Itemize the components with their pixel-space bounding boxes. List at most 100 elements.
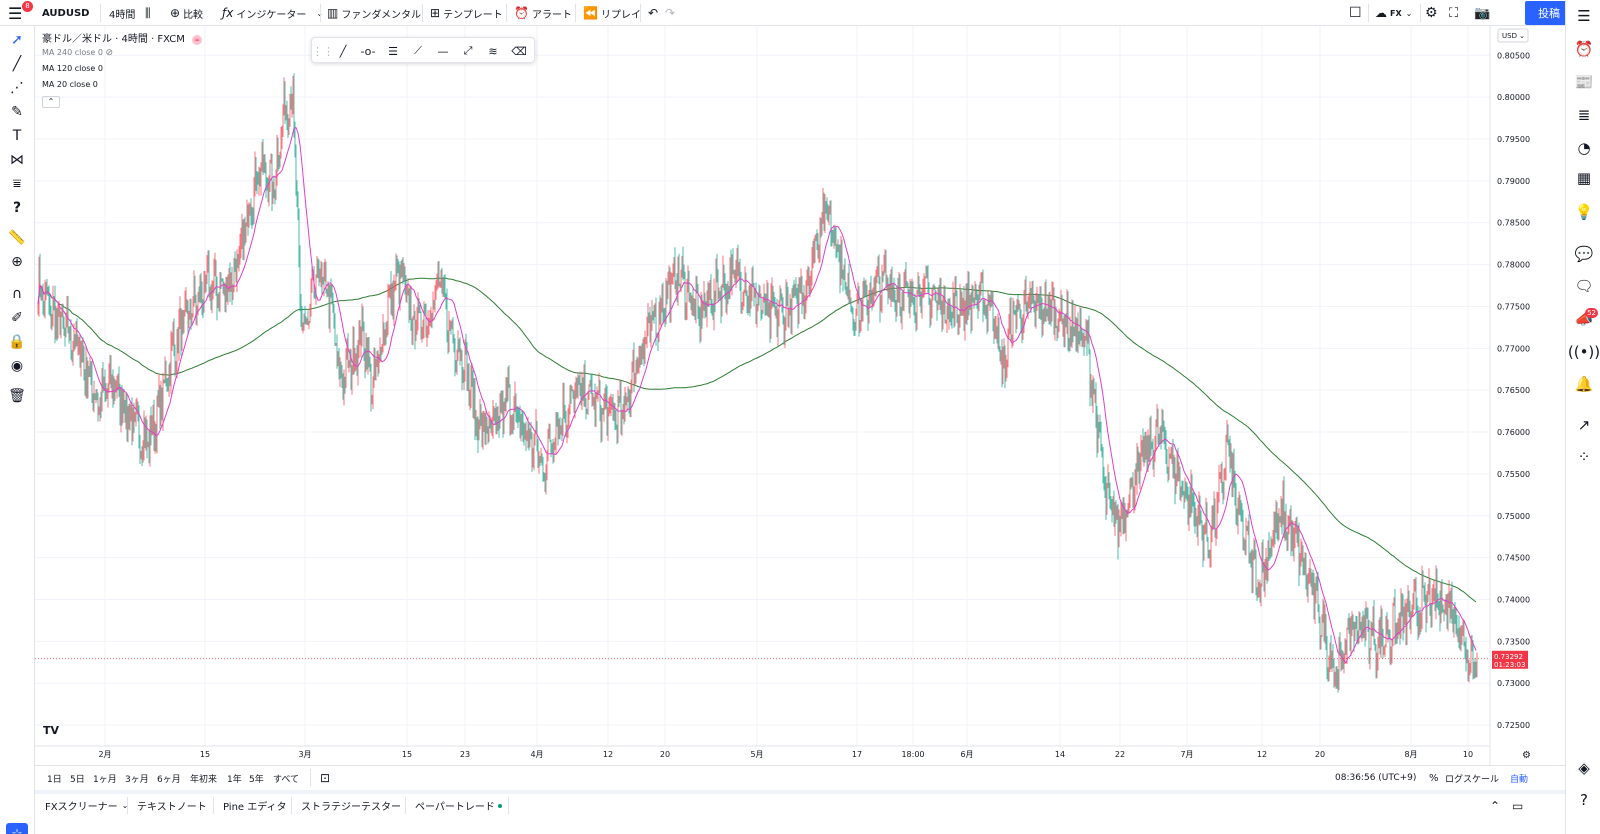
range-5d[interactable]: 5日 <box>70 774 85 785</box>
trend-line-tool-icon[interactable]: ╱ <box>339 44 347 58</box>
zoom-in-icon[interactable]: ⊕ <box>11 254 23 270</box>
ruler-icon[interactable]: 📏 <box>8 230 26 246</box>
redo-button[interactable]: ↷ <box>665 0 678 26</box>
eye-off-icon[interactable]: ⊘ <box>105 48 114 58</box>
time-label: 17 <box>852 750 862 759</box>
price-label: 0.77000 <box>1497 344 1530 353</box>
range-1y[interactable]: 1年 <box>227 774 242 785</box>
chart-type-button[interactable]: ⫼ <box>145 0 154 26</box>
range-5y[interactable]: 5年 <box>249 774 264 785</box>
clock-readout[interactable]: 08:36:56 (UTC+9) <box>1335 773 1417 783</box>
lock-drawing-icon[interactable]: ✐ <box>11 310 23 326</box>
prediction-icon[interactable]: ⩸ <box>12 176 22 192</box>
eraser-icon[interactable]: ⌫ <box>511 44 527 58</box>
compare-button[interactable]: ⊕ 比較 <box>170 0 203 26</box>
panel-expand-button[interactable]: ⌃ <box>1490 794 1500 817</box>
magnet-icon[interactable]: ∩ <box>11 286 23 302</box>
tab-pine-editor[interactable]: Pine エディタ <box>223 802 287 813</box>
trend-icon[interactable]: ↗ <box>1577 416 1591 434</box>
goto-date-icon[interactable]: ⊡ <box>320 771 331 785</box>
tab-text-notes[interactable]: テキストノート <box>137 802 207 813</box>
templates-button[interactable]: ⊞ テンプレート <box>430 0 503 26</box>
range-all[interactable]: すべて <box>273 774 300 785</box>
streams-icon[interactable]: 📣 52 <box>1574 308 1598 328</box>
range-1m[interactable]: 1ヶ月 <box>93 774 117 785</box>
tab-strategy-tester[interactable]: ストラテジーテスター <box>301 802 401 813</box>
auto-scale-toggle[interactable]: 自動 <box>1510 774 1529 785</box>
trash-icon[interactable]: 🗑 <box>8 388 26 404</box>
question-icon[interactable]: ? <box>12 200 22 216</box>
log-scale-toggle[interactable]: ログスケール <box>1445 774 1500 785</box>
settings-button[interactable]: ⚙ <box>1425 0 1441 26</box>
pattern-icon[interactable]: ⋈ <box>10 152 24 168</box>
help-icon[interactable]: ? <box>1580 791 1588 809</box>
ray-icon[interactable]: ⟋ <box>414 44 422 57</box>
plus-circle-icon: ⊕ <box>170 6 181 20</box>
horizontal-ray-icon[interactable]: -o- <box>360 44 376 58</box>
percent-toggle[interactable]: % <box>1429 772 1439 784</box>
messages-icon[interactable]: 🗨 <box>1574 277 1594 295</box>
fullscreen-button[interactable]: ⛶ <box>1449 0 1461 26</box>
fullscreen-icon: ⛶ <box>1449 5 1459 21</box>
symbol-search[interactable]: AUDUSD <box>42 7 90 19</box>
panel-maximize-button[interactable]: ▭ <box>1512 794 1523 817</box>
news-icon[interactable]: 📰 <box>1574 73 1594 91</box>
tab-paper-trading[interactable]: ペーパートレード <box>415 794 502 817</box>
collapse-legend-button[interactable]: ⌃ <box>42 96 60 108</box>
chat-icon[interactable]: 💬 <box>1574 245 1594 263</box>
parallel-channel-icon[interactable]: ☰ <box>388 44 398 58</box>
watchlist-icon[interactable]: ☰ <box>1577 7 1591 25</box>
gear-icon: ⚙ <box>1425 5 1438 21</box>
watchlist-star-icon[interactable]: ☆ <box>6 823 28 834</box>
broadcast-icon[interactable]: ((•)) <box>1567 343 1600 361</box>
lock-icon[interactable]: 🔒 <box>8 334 26 350</box>
drag-handle-icon[interactable]: ⋮⋮ <box>312 44 334 58</box>
calendar-list-icon[interactable]: ≣ <box>1577 106 1591 124</box>
cursor-icon[interactable]: ➚ <box>11 32 23 48</box>
ideas-icon[interactable]: ◔ <box>1577 139 1591 157</box>
price-label: 0.78500 <box>1497 219 1530 228</box>
bell-icon[interactable]: 🔔 <box>1574 375 1594 393</box>
price-label: 0.74000 <box>1497 595 1530 604</box>
horizontal-line-icon[interactable]: — <box>437 44 449 58</box>
calculator-icon[interactable]: ▦ <box>1576 169 1592 187</box>
ma120-legend[interactable]: MA 120 close 0 <box>42 64 103 73</box>
layout-name-button[interactable]: ☁ FX ⌄ <box>1375 0 1412 26</box>
candles-icon: ⫼ <box>145 5 151 20</box>
price-label: 0.79000 <box>1497 177 1530 186</box>
range-6m[interactable]: 6ヶ月 <box>157 774 181 785</box>
fib-icon[interactable]: ≋ <box>488 44 498 58</box>
trend-line-icon[interactable]: ╱ <box>12 56 22 72</box>
alert-button[interactable]: ⏰ アラート <box>514 0 572 26</box>
chart-area[interactable]: 0.80500 0.80000 0.79500 0.79000 0.78500 0.780… <box>35 26 1565 765</box>
brush-icon[interactable]: ✎ <box>11 104 23 120</box>
text-icon[interactable]: T <box>12 128 22 144</box>
interval-button[interactable]: 4時間 <box>109 9 136 21</box>
time-label: 2月 <box>98 750 111 759</box>
chevron-up-icon: ⌃ <box>1490 798 1501 813</box>
layers-icon[interactable]: ◈ <box>1578 759 1590 777</box>
legend-wave-icon[interactable]: ≈ <box>192 35 203 45</box>
ma240-legend[interactable]: MA 240 close 0 ⊘ <box>42 48 113 58</box>
tab-screener[interactable]: FXスクリーナー ⌄ <box>45 794 128 817</box>
range-1d[interactable]: 1日 <box>47 774 62 785</box>
ma20-legend[interactable]: MA 20 close 0 <box>42 80 98 89</box>
alarm-clock-icon[interactable]: ⏰ <box>1574 40 1594 58</box>
extended-line-icon[interactable]: ⤢ <box>463 44 473 57</box>
dots-grid-icon[interactable]: ⁘ <box>1577 448 1591 466</box>
lightbulb-icon[interactable]: 💡 <box>1574 203 1594 221</box>
replay-button[interactable]: ⏪ リプレイ <box>583 0 641 26</box>
undo-button[interactable]: ↶ <box>648 0 661 26</box>
pitchfork-icon[interactable]: ⋰ <box>10 80 24 96</box>
menu-button[interactable]: ☰ <box>8 0 22 26</box>
range-ytd[interactable]: 年初来 <box>190 774 218 785</box>
layout-select-button[interactable]: ☐ <box>1349 0 1365 26</box>
range-3m[interactable]: 3ヶ月 <box>125 774 149 785</box>
fundamentals-button[interactable]: ▥ ファンダメンタル <box>327 0 421 26</box>
price-label: 0.76500 <box>1497 386 1530 395</box>
fx-icon: ƒx <box>222 6 234 20</box>
snapshot-button[interactable]: 📷 <box>1474 0 1493 26</box>
eye-icon[interactable]: ◉ <box>10 358 24 374</box>
